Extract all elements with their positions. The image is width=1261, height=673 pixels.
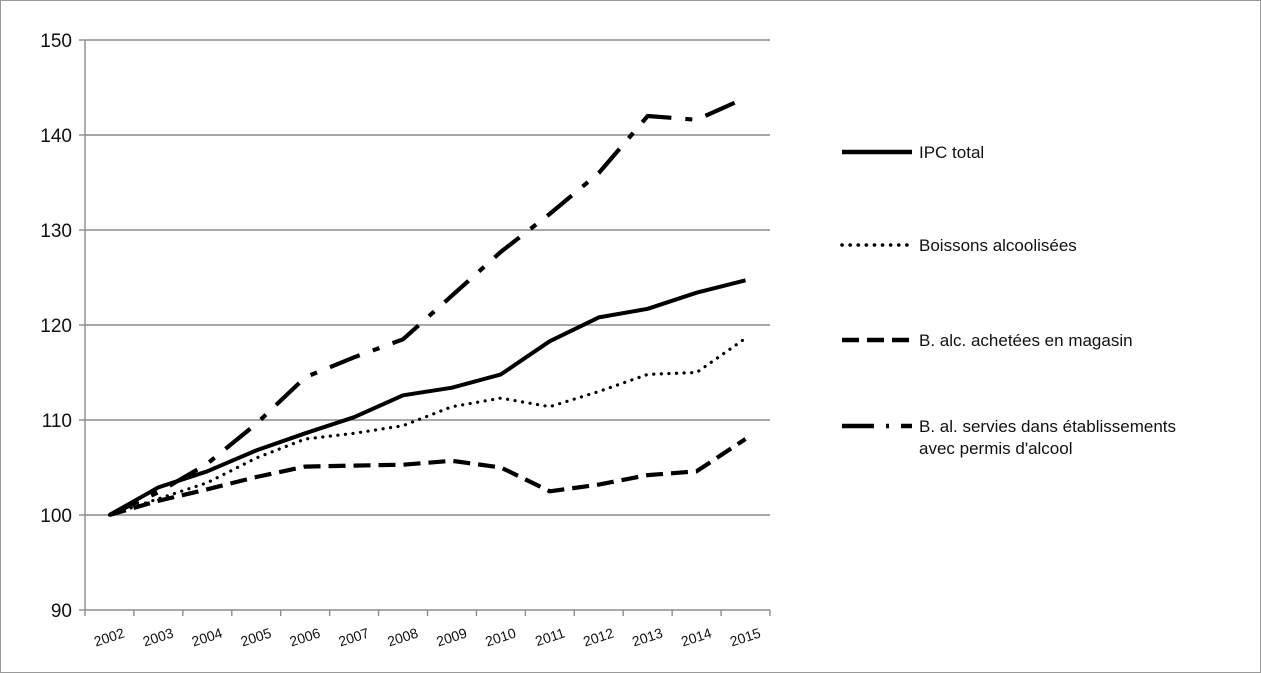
x-tick-label: 2015 xyxy=(728,625,763,650)
x-tick-label: 2014 xyxy=(679,625,714,650)
y-tick-label: 90 xyxy=(51,601,72,622)
legend: IPC total Boissons alcoolisées B. alc. ach… xyxy=(840,143,1176,458)
series-line-3 xyxy=(108,437,747,518)
x-tick-label: 2003 xyxy=(141,625,176,650)
x-tick-label: 2013 xyxy=(630,625,665,650)
y-tick-label: 100 xyxy=(40,506,72,527)
x-tick-label: 2010 xyxy=(483,625,518,650)
x-tick-label: 2005 xyxy=(239,625,274,650)
x-tick-label: 2009 xyxy=(434,625,469,650)
x-tick-label: 2007 xyxy=(336,625,371,650)
y-tick-label: 140 xyxy=(40,126,72,147)
series-lines xyxy=(107,95,748,518)
legend-label: avec permis d'alcool xyxy=(919,439,1072,458)
legend-label: Boissons alcoolisées xyxy=(919,236,1077,255)
x-tick-label: 2008 xyxy=(385,625,420,650)
legend-label: B. al. servies dans établissements xyxy=(919,417,1176,436)
legend-label: B. alc. achetées en magasin xyxy=(919,331,1133,350)
series-line-2 xyxy=(107,336,748,517)
axes: 90 100 110 120 130 140 150 2002 2003 2004 2005 2006… xyxy=(40,31,771,650)
legend-label: IPC total xyxy=(919,143,984,162)
x-tick-label: 2004 xyxy=(190,625,225,650)
y-tick-label: 150 xyxy=(40,31,72,52)
x-tick-label: 2006 xyxy=(288,625,323,650)
y-tick-label: 120 xyxy=(40,316,72,337)
y-tick-label: 130 xyxy=(40,221,72,242)
gridlines xyxy=(85,39,770,611)
series-line-1 xyxy=(108,278,746,517)
x-tick-label: 2002 xyxy=(92,625,127,650)
y-tick-label: 110 xyxy=(42,411,72,432)
x-tick-label: 2011 xyxy=(533,625,567,650)
x-tick-label: 2012 xyxy=(581,625,616,650)
